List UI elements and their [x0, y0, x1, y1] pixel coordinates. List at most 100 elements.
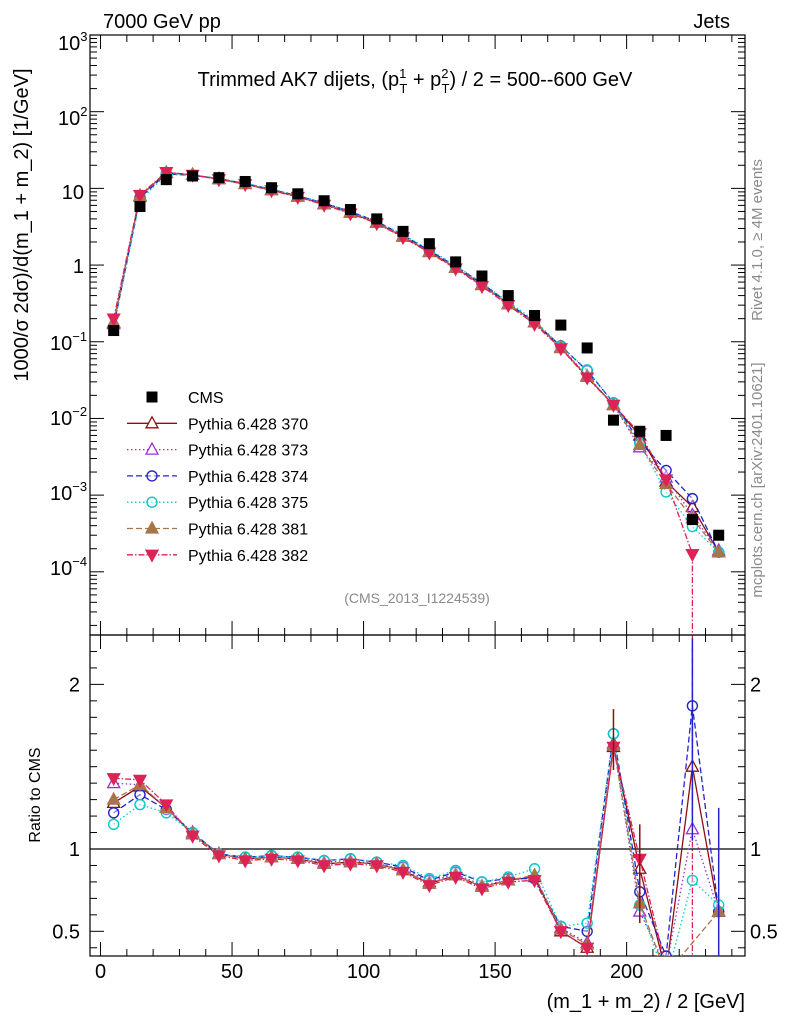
data-point [606, 399, 621, 413]
data-point [634, 425, 646, 437]
ratio-y-tick-label-right: 2 [750, 674, 761, 696]
ratio-data-point [660, 963, 672, 974]
main-plot-frame [89, 34, 746, 636]
y-tick-1em4: 10−4 [50, 554, 87, 580]
ratio-data-point [134, 788, 146, 801]
y-tick-1: 1 [73, 256, 84, 278]
data-point [132, 189, 148, 203]
data-point [108, 325, 120, 337]
ratio-data-point [343, 858, 358, 872]
ratio-data-point [185, 830, 200, 844]
legend-entry: Pythia 6.428 373 [127, 441, 308, 460]
legend-marker [146, 391, 158, 403]
series-cms [108, 170, 725, 541]
ratio-data-point [106, 791, 121, 805]
ratio-y-tick-label: 2 [69, 674, 80, 696]
data-point [555, 319, 567, 331]
ratio-series-group [106, 638, 726, 986]
data-point [106, 313, 121, 327]
ratio-series-pythia-6-428-382 [106, 741, 672, 974]
data-point [658, 474, 674, 488]
ratio-series-line [113, 745, 720, 956]
data-point [580, 372, 595, 386]
data-point [266, 182, 278, 194]
y-tick-1em1: 10−1 [50, 329, 87, 355]
data-point [450, 256, 462, 268]
legend-marker [146, 496, 158, 508]
data-point [711, 544, 726, 558]
ratio-data-point [106, 773, 121, 787]
legend-label: CMS [188, 390, 224, 407]
ratio-data-point [686, 874, 699, 886]
ratio-data-point [660, 961, 672, 972]
mcplots-label: mcplots.cern.ch [arXiv:2401.10621] [749, 362, 766, 597]
data-point [476, 270, 488, 282]
ratio-y-axis-label: Ratio to CMS [27, 747, 44, 842]
data-point [292, 188, 304, 200]
ratio-plot-frame [89, 634, 746, 957]
ratio-data-point [661, 976, 671, 986]
ratio-data-point [580, 942, 595, 956]
ratio-series-line [113, 746, 720, 956]
ratio-series-line [113, 743, 720, 956]
legend-label: Pythia 6.428 374 [188, 469, 308, 486]
ratio-data-point [395, 866, 411, 880]
y-tick-10: 10 [62, 182, 84, 204]
legend-marker [144, 549, 160, 563]
data-point [318, 195, 330, 207]
data-point [660, 429, 672, 441]
y-tick-1e2: 102 [58, 104, 87, 130]
x-tick-label: 200 [610, 961, 643, 983]
ratio-series-line [113, 733, 720, 956]
rivet-version-label: Rivet 4.1.0, ≥ 4M events [749, 159, 766, 321]
legend-entry: Pythia 6.428 374 [127, 469, 308, 486]
legend-entry: Pythia 6.428 381 [127, 520, 308, 539]
ratio-tick-labels: 0.5 0.5 1 1 2 2 0 50 100 150 200 [52, 674, 778, 983]
ratio-data-point [553, 926, 568, 940]
data-point [686, 492, 699, 505]
series-line [113, 173, 720, 553]
data-point [502, 290, 514, 302]
ratio-data-point [290, 855, 305, 869]
ratio-data-point [264, 853, 279, 867]
data-point [423, 238, 435, 250]
ratio-data-point [660, 966, 672, 977]
data-point [187, 170, 199, 182]
data-point [607, 414, 619, 426]
data-point [159, 166, 174, 180]
legend-label: Pythia 6.428 375 [188, 495, 308, 512]
ratio-data-point [107, 818, 120, 831]
ratio-data-point [159, 799, 174, 813]
legend-entry: CMS [146, 390, 224, 407]
series-line [113, 172, 720, 551]
main-series-group [106, 164, 726, 955]
legend-marker [144, 415, 160, 429]
data-point [239, 175, 251, 187]
chart-title: Trimmed AK7 dijets, (p1 T + p2 T) / 2 = 50… [198, 66, 633, 96]
y-tick-1e3: 103 [58, 29, 87, 55]
ratio-series-pythia-6-428-375 [107, 728, 725, 986]
x-tick-label: 100 [347, 961, 380, 983]
legend-entry: Pythia 6.428 382 [127, 548, 308, 565]
ratio-y-tick-label-right: 0.5 [750, 921, 778, 943]
data-point [474, 281, 490, 295]
data-point [213, 172, 225, 184]
x-tick-label: 0 [95, 961, 106, 983]
x-tick-label: 50 [221, 961, 243, 983]
ratio-y-tick-label: 1 [69, 839, 80, 861]
data-point [713, 529, 725, 541]
ratio-plot-panel: Ratio to CMS (m_1 + m_2) / 2 [GeV] 0.5 0.… [27, 634, 778, 1013]
ratio-y-tick-label: 0.5 [52, 921, 80, 943]
ratio-series-line [113, 746, 664, 956]
ratio-series-pythia-6-428-373 [106, 735, 726, 972]
data-point [344, 204, 356, 216]
ratio-data-point [132, 774, 148, 788]
ratio-data-point [211, 850, 226, 864]
data-point [553, 343, 568, 357]
ratio-data-point [448, 871, 463, 885]
main-y-axis-label: 1000/σ 2dσ)/d(m_1 + m_2) [1/GeV] [11, 68, 33, 381]
ratio-data-point [660, 968, 672, 979]
legend-label: Pythia 6.428 382 [188, 548, 308, 565]
legend: CMS Pythia 6.428 370 Pythia 6.428 373 Pythi… [127, 390, 308, 565]
